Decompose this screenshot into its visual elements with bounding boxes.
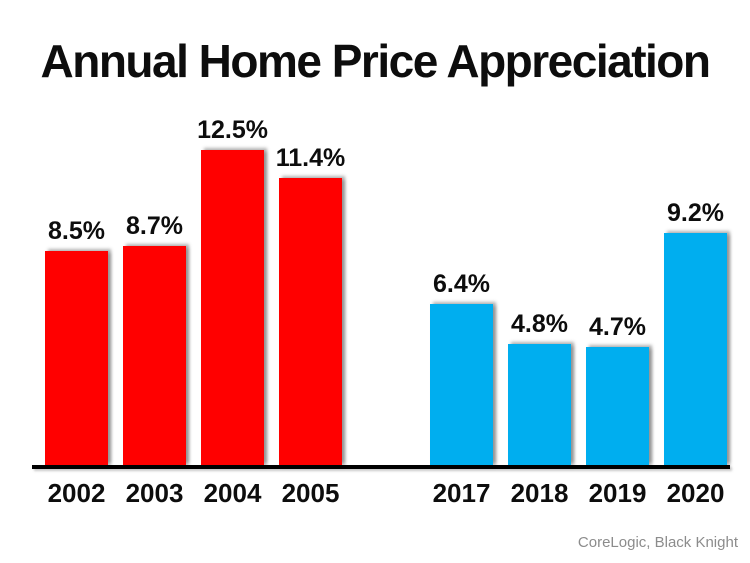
- value-label-2005: 11.4%: [275, 144, 346, 173]
- value-label-2003: 8.7%: [126, 212, 183, 241]
- bar-2017: [430, 304, 493, 465]
- bar-column-2019: 4.7%: [586, 313, 649, 465]
- bar-column-2018: 4.8%: [508, 310, 571, 465]
- bar-group-0: 8.5% 8.7% 12.5% 11.4%: [45, 116, 345, 465]
- year-label-2004: 2004: [203, 478, 262, 508]
- year-label-2017: 2017: [432, 478, 491, 508]
- bar-column-2017: 6.4%: [430, 270, 493, 465]
- years-row: 2002 2003 2004 2005 2017 2018 2019 2020: [45, 478, 727, 509]
- year-label-2002: 2002: [47, 478, 106, 508]
- value-label-2004: 12.5%: [197, 116, 268, 145]
- bar-column-2003: 8.7%: [123, 212, 186, 465]
- year-label-2020: 2020: [666, 478, 725, 508]
- value-label-2019: 4.7%: [589, 313, 646, 342]
- year-label-2019: 2019: [588, 478, 647, 508]
- bars-area: 8.5% 8.7% 12.5% 11.4% 6.4% 4.8% 4.7% 9.2%: [45, 115, 727, 465]
- bar-2003: [123, 246, 186, 465]
- bar-2005: [279, 178, 342, 465]
- value-label-2018: 4.8%: [511, 310, 568, 339]
- year-label-2003: 2003: [125, 478, 184, 508]
- value-label-2002: 8.5%: [48, 217, 105, 246]
- value-label-2020: 9.2%: [667, 199, 724, 228]
- year-group-0: 2002 2003 2004 2005: [45, 478, 342, 509]
- bar-column-2002: 8.5%: [45, 217, 108, 465]
- bar-column-2004: 12.5%: [197, 116, 268, 465]
- bar-column-2005: 11.4%: [276, 144, 345, 465]
- value-label-2017: 6.4%: [433, 270, 490, 299]
- bar-2019: [586, 347, 649, 465]
- bar-2018: [508, 344, 571, 465]
- bar-column-2020: 9.2%: [664, 199, 727, 465]
- bar-2002: [45, 251, 108, 465]
- source-credit: CoreLogic, Black Knight: [577, 534, 738, 551]
- x-axis-line: [32, 465, 730, 469]
- bar-2004: [201, 150, 264, 465]
- year-group-1: 2017 2018 2019 2020: [430, 478, 727, 509]
- year-label-2018: 2018: [510, 478, 569, 508]
- bar-group-1: 6.4% 4.8% 4.7% 9.2%: [430, 199, 727, 465]
- bar-2020: [664, 233, 727, 465]
- year-label-2005: 2005: [281, 478, 340, 508]
- chart-title: Annual Home Price Appreciation: [40, 35, 712, 87]
